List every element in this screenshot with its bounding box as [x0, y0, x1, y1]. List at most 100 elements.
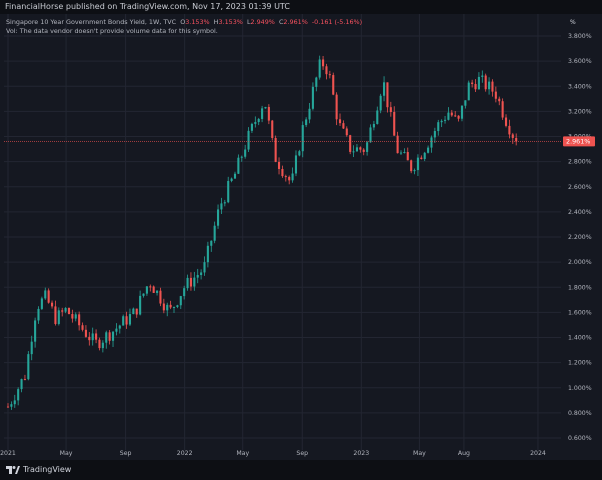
y-tick-label: 0.800% — [568, 410, 592, 417]
candle-body — [366, 142, 369, 152]
open-label: O — [180, 18, 186, 26]
candle-body — [30, 341, 33, 355]
x-tick-label: May — [236, 450, 249, 457]
y-tick-label: 2.600% — [568, 184, 592, 191]
candle-body — [413, 170, 416, 172]
candle-body — [206, 245, 209, 263]
candle-body — [196, 275, 199, 278]
open-value: 3.153% — [185, 18, 210, 26]
candle-body — [338, 119, 342, 124]
chart-pane[interactable]: 3.800%3.600%3.400%3.200%3.000%2.800%2.60… — [0, 14, 602, 460]
candle-body — [318, 59, 321, 78]
y-tick-label: 2.200% — [568, 234, 592, 241]
candle-body — [95, 333, 98, 340]
y-tick-label: 0.600% — [568, 435, 592, 442]
candle-body — [27, 354, 30, 380]
candle-body — [433, 131, 436, 138]
x-tick-label: May — [413, 450, 426, 457]
y-tick-label: 1.000% — [568, 385, 592, 392]
candle-body — [427, 147, 430, 153]
candle-body — [257, 118, 260, 123]
candle-body — [423, 152, 426, 160]
candle-body — [169, 304, 172, 308]
candle-body — [105, 332, 108, 343]
candle-body — [61, 310, 64, 312]
candle-body — [81, 325, 84, 330]
candle-body — [44, 290, 47, 299]
axis-unit-label[interactable]: % — [570, 19, 576, 26]
candle-body — [389, 107, 392, 112]
tradingview-brand: TradingView — [6, 465, 71, 474]
candle-body — [515, 137, 518, 142]
candle-body — [498, 98, 501, 102]
candle-body — [386, 82, 389, 108]
low-value: 2.949% — [250, 18, 275, 26]
candle-body — [430, 137, 433, 148]
candle-body — [179, 296, 182, 306]
candle-body — [271, 120, 274, 139]
candle-body — [193, 277, 196, 287]
candle-body — [437, 122, 440, 132]
close-value: 2.961% — [283, 18, 308, 26]
candle-body — [491, 81, 494, 92]
publish-header: FinancialHorse published on TradingView.… — [0, 0, 602, 14]
candle-body — [98, 339, 101, 349]
high-value: 3.153% — [218, 18, 243, 26]
tradingview-logo-icon — [6, 465, 20, 474]
candle-body — [342, 123, 345, 129]
candle-body — [467, 82, 470, 101]
candle-body — [227, 180, 230, 203]
candle-body — [145, 286, 148, 294]
candle-body — [264, 107, 267, 109]
candle-body — [230, 178, 233, 181]
candle-body — [308, 108, 311, 120]
candle-body — [420, 157, 423, 160]
candle-body — [139, 295, 142, 315]
candle-body — [376, 110, 379, 124]
candle-body — [200, 272, 203, 276]
candle-body — [176, 305, 179, 307]
candle-body — [189, 277, 192, 287]
candle-body — [355, 147, 359, 152]
candle-body — [328, 74, 331, 76]
candle-body — [406, 152, 409, 161]
candle-body — [305, 119, 308, 126]
candle-body — [37, 308, 40, 321]
candle-body — [67, 307, 71, 315]
candle-body — [172, 306, 176, 308]
candle-body — [332, 75, 335, 95]
candle-body — [23, 379, 26, 381]
candle-body — [274, 138, 277, 162]
candle-body — [135, 308, 138, 315]
candle-body — [488, 81, 491, 90]
candle-body — [111, 331, 115, 341]
y-tick-label: 2.800% — [568, 159, 592, 166]
candle-body — [149, 286, 152, 288]
candle-body — [335, 94, 338, 120]
candle-body — [399, 152, 403, 154]
candle-body — [454, 115, 457, 117]
candle-body — [369, 127, 372, 143]
candle-body — [118, 325, 121, 329]
candle-body — [508, 125, 511, 135]
y-tick-label: 1.400% — [568, 335, 592, 342]
candle-body — [477, 76, 480, 90]
low-label: L — [246, 18, 251, 26]
candle-body — [457, 115, 460, 119]
price-chart[interactable]: 3.800%3.600%3.400%3.200%3.000%2.800%2.60… — [0, 14, 602, 460]
candle-body — [267, 107, 270, 121]
candle-body — [223, 202, 226, 204]
candle-body — [322, 59, 325, 67]
candle-body — [494, 91, 497, 99]
candle-body — [40, 298, 43, 309]
x-tick-label: Sep — [296, 450, 308, 457]
x-tick-label: 2023 — [353, 450, 369, 457]
candle-body — [281, 168, 284, 177]
x-tick-label: 2022 — [177, 450, 193, 457]
high-label: H — [213, 18, 219, 26]
candle-body — [471, 82, 474, 85]
candle-body — [284, 176, 287, 178]
candle-body — [362, 149, 365, 152]
candle-body — [183, 288, 186, 297]
candle-body — [6, 406, 10, 408]
